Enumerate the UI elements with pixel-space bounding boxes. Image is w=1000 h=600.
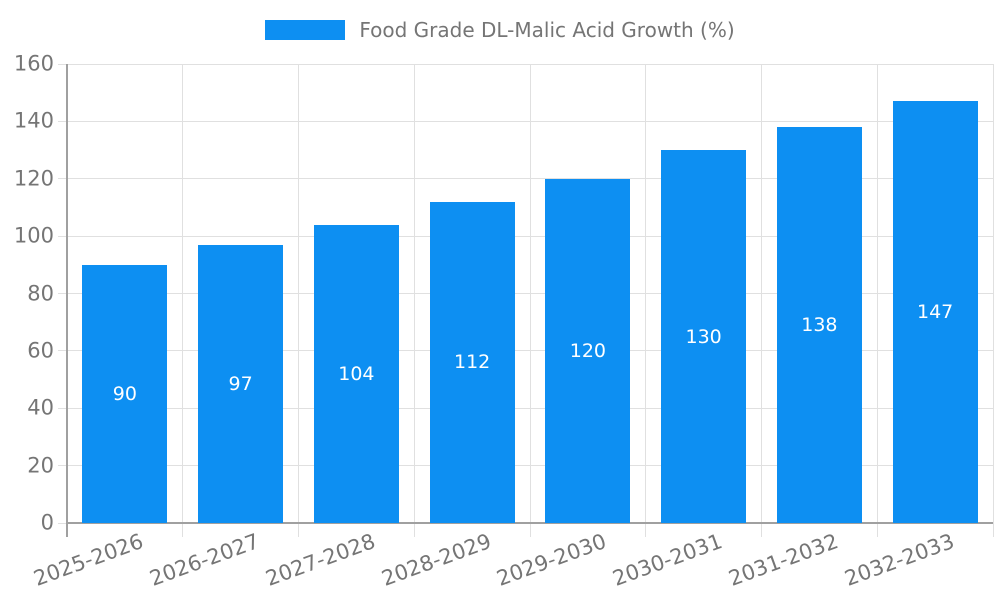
y-axis-label: 120: [13, 166, 54, 191]
legend-swatch[interactable]: [265, 20, 346, 40]
plot-area: 0 20 40 60 80 100 120 140 160 90 97 104 112 120 130 138…: [14, 53, 994, 591]
y-axis-label: 60: [27, 338, 54, 363]
bar[interactable]: 97: [198, 244, 284, 523]
x-axis-label: 2032-2033: [841, 529, 957, 591]
bar-value-label: 97: [228, 372, 253, 395]
y-axis-label: 40: [27, 395, 54, 420]
y-axis-tick: [58, 293, 67, 294]
y-axis-label: 100: [13, 223, 54, 248]
y-axis-tick: [58, 120, 67, 122]
bar-value-label: 147: [916, 301, 954, 324]
y-axis-label: 80: [27, 281, 54, 305]
bar-value-label: 120: [569, 339, 607, 362]
bar[interactable]: 120: [545, 178, 631, 523]
bar-value-label: 104: [338, 362, 375, 385]
y-axis-tick: [58, 63, 67, 65]
y-axis-tick: [58, 178, 67, 180]
x-axis-label: 2030-2031: [609, 529, 726, 591]
legend-label: Food Grade DL-Malic Acid Growth (%): [359, 18, 735, 42]
bar-value-label: 90: [112, 382, 137, 405]
y-axis-tick: [58, 235, 67, 237]
x-axis-label: 2031-2032: [725, 529, 842, 591]
x-axis-label: 2027-2028: [262, 529, 379, 591]
bar[interactable]: 104: [313, 224, 399, 523]
bar-value-label: 112: [453, 351, 491, 374]
x-axis-label: 2026-2027: [146, 529, 263, 591]
bar[interactable]: 138: [776, 127, 862, 523]
bar[interactable]: 147: [892, 101, 978, 523]
x-axis-label: 2028-2029: [378, 529, 494, 591]
y-axis-tick: [58, 522, 67, 524]
bar-slot: 104: [299, 64, 415, 523]
bar-slot: 90: [67, 64, 183, 523]
bar[interactable]: 90: [82, 264, 168, 523]
bar-value-label: 138: [801, 314, 838, 337]
bar-slot: 138: [762, 64, 878, 523]
y-axis-label: 0: [40, 510, 54, 535]
y-axis-label: 20: [27, 453, 54, 478]
y-axis-label: 160: [13, 51, 54, 76]
bar-slot: 112: [414, 64, 530, 523]
bar-value-label: 130: [685, 325, 722, 348]
bar[interactable]: 112: [429, 201, 515, 523]
bar-slot: 130: [646, 64, 762, 523]
legend: Food Grade DL-Malic Acid Growth (%): [0, 18, 1000, 42]
bar-slot: 97: [183, 64, 299, 523]
y-axis-tick: [58, 465, 67, 467]
y-axis-tick: [58, 407, 67, 409]
y-axis-label: 140: [13, 108, 54, 133]
y-axis-tick: [58, 350, 67, 352]
x-axis-label: 2025-2026: [30, 529, 147, 591]
bar-slot: 120: [530, 64, 646, 523]
bar-slot: 147: [877, 64, 993, 523]
bar[interactable]: 130: [661, 150, 747, 523]
x-axis-label: 2029-2030: [493, 529, 610, 591]
